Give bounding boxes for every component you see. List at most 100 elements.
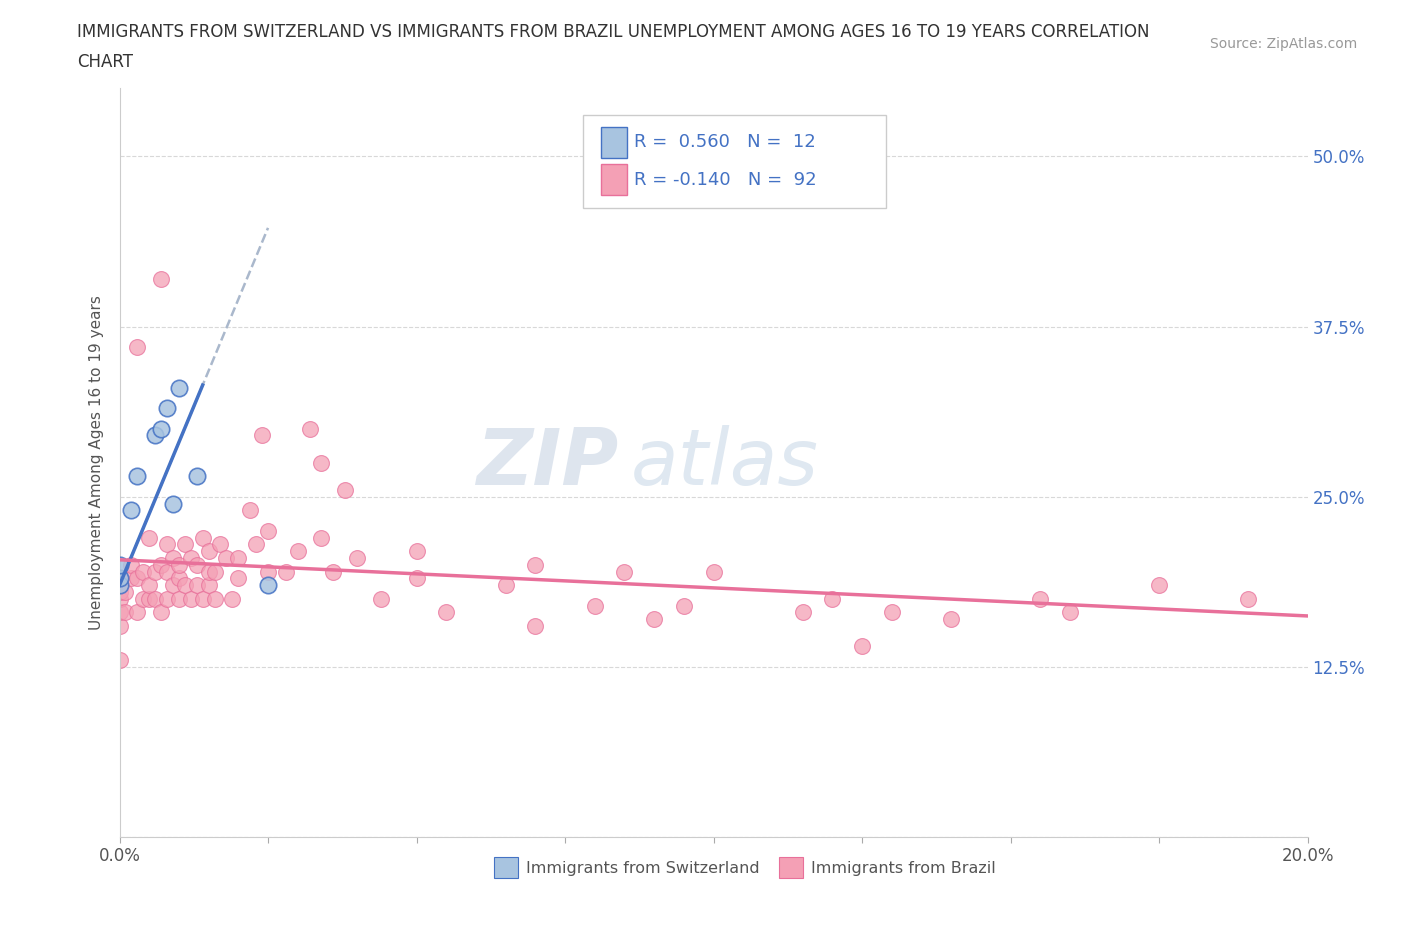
Point xyxy=(156,537,179,551)
Point xyxy=(257,578,280,592)
Point xyxy=(287,544,309,559)
Point xyxy=(1237,591,1260,606)
Point xyxy=(108,585,131,600)
Point xyxy=(162,551,184,565)
Point xyxy=(311,456,333,471)
Point xyxy=(239,503,262,518)
Point xyxy=(120,571,142,586)
Point xyxy=(434,605,457,620)
Point xyxy=(792,605,814,620)
Point xyxy=(132,591,155,606)
Point xyxy=(672,598,695,613)
Point xyxy=(257,565,280,579)
Point xyxy=(108,618,131,633)
Point xyxy=(346,551,368,565)
Point xyxy=(228,571,250,586)
Point xyxy=(250,428,273,443)
Point xyxy=(108,591,131,606)
Y-axis label: Unemployment Among Ages 16 to 19 years: Unemployment Among Ages 16 to 19 years xyxy=(89,295,104,631)
Point xyxy=(257,524,280,538)
Point xyxy=(274,565,297,579)
Point xyxy=(173,578,195,592)
Point xyxy=(941,612,963,627)
Point xyxy=(127,605,149,620)
FancyBboxPatch shape xyxy=(494,857,517,878)
Point xyxy=(156,591,179,606)
Point xyxy=(1029,591,1052,606)
Point xyxy=(167,380,190,395)
Point xyxy=(524,618,547,633)
Point xyxy=(215,551,238,565)
FancyBboxPatch shape xyxy=(600,126,627,158)
Point xyxy=(643,612,665,627)
Point xyxy=(186,469,208,484)
Point xyxy=(1059,605,1081,620)
Point xyxy=(703,565,725,579)
Point xyxy=(370,591,392,606)
Point xyxy=(114,585,136,600)
Point xyxy=(162,578,184,592)
Point xyxy=(180,591,202,606)
Point xyxy=(143,428,166,443)
Point xyxy=(120,557,142,572)
Text: ZIP: ZIP xyxy=(477,425,619,500)
Point xyxy=(156,401,179,416)
Point xyxy=(138,578,160,592)
Text: IMMIGRANTS FROM SWITZERLAND VS IMMIGRANTS FROM BRAZIL UNEMPLOYMENT AMONG AGES 16: IMMIGRANTS FROM SWITZERLAND VS IMMIGRANT… xyxy=(77,23,1150,41)
Point xyxy=(150,605,173,620)
Text: Immigrants from Brazil: Immigrants from Brazil xyxy=(811,861,995,876)
Text: Source: ZipAtlas.com: Source: ZipAtlas.com xyxy=(1209,37,1357,51)
Text: atlas: atlas xyxy=(630,425,818,500)
Point xyxy=(495,578,517,592)
Point xyxy=(143,565,166,579)
Point xyxy=(108,605,131,620)
Point xyxy=(114,605,136,620)
Point xyxy=(228,551,250,565)
Point xyxy=(173,537,195,551)
Point xyxy=(221,591,243,606)
Point xyxy=(335,483,357,498)
FancyBboxPatch shape xyxy=(583,114,886,208)
Point xyxy=(150,272,173,286)
Point xyxy=(191,591,214,606)
Text: Immigrants from Switzerland: Immigrants from Switzerland xyxy=(526,861,759,876)
Point xyxy=(108,571,131,586)
Point xyxy=(524,557,547,572)
Point xyxy=(167,557,190,572)
Point xyxy=(180,551,202,565)
Point xyxy=(613,565,636,579)
Point xyxy=(108,571,131,586)
Point xyxy=(127,469,149,484)
Point xyxy=(167,591,190,606)
FancyBboxPatch shape xyxy=(600,164,627,195)
Point xyxy=(405,571,427,586)
Point xyxy=(186,557,208,572)
Text: CHART: CHART xyxy=(77,53,134,71)
Point xyxy=(108,653,131,668)
Text: R = -0.140   N =  92: R = -0.140 N = 92 xyxy=(634,171,817,189)
Point xyxy=(191,530,214,545)
Point xyxy=(132,565,155,579)
Point xyxy=(150,557,173,572)
Point xyxy=(298,421,321,436)
Point xyxy=(108,578,131,592)
Point xyxy=(583,598,606,613)
Point xyxy=(880,605,903,620)
Point xyxy=(120,503,142,518)
Point xyxy=(138,530,160,545)
Point xyxy=(311,530,333,545)
Point xyxy=(143,591,166,606)
Point xyxy=(821,591,844,606)
Point xyxy=(197,544,219,559)
Point xyxy=(138,591,160,606)
Point xyxy=(851,639,873,654)
Point xyxy=(167,571,190,586)
Point xyxy=(204,591,226,606)
Point xyxy=(127,571,149,586)
Point xyxy=(127,339,149,354)
Point xyxy=(197,578,219,592)
Point xyxy=(245,537,267,551)
Point xyxy=(197,565,219,579)
FancyBboxPatch shape xyxy=(779,857,803,878)
Point xyxy=(162,496,184,511)
